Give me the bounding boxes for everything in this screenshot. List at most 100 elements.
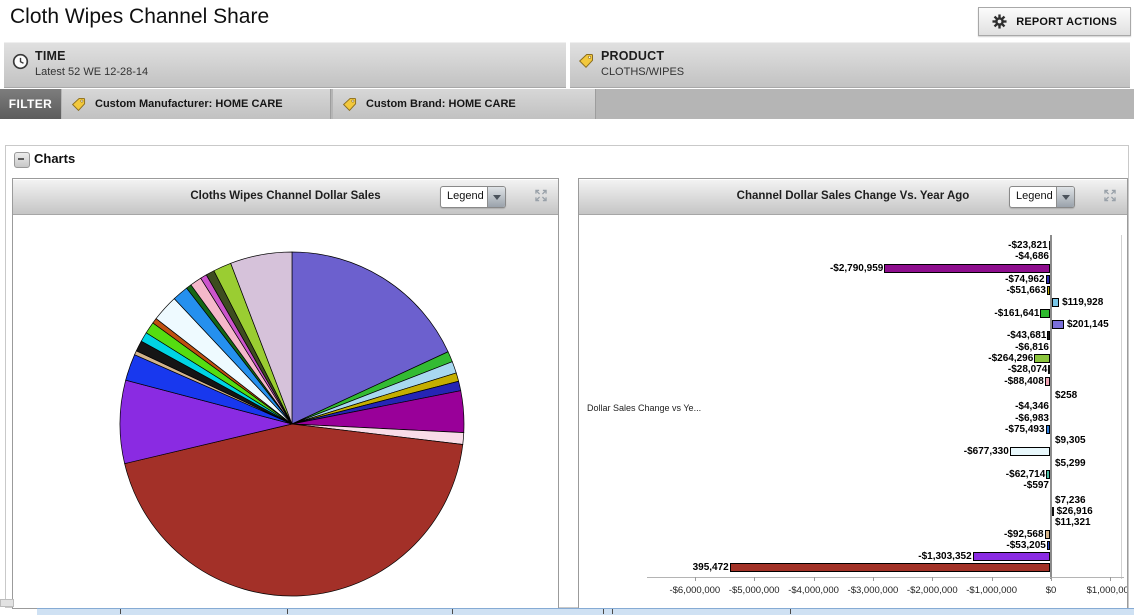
bar[interactable] (1034, 354, 1050, 363)
bar-value-label: -$6,983 (1015, 412, 1049, 424)
bar[interactable] (1040, 308, 1050, 318)
bar[interactable] (1044, 376, 1050, 386)
bar[interactable] (1052, 320, 1064, 330)
bar[interactable] (1046, 470, 1050, 479)
bar-value-label: -$62,714 (1005, 469, 1046, 480)
pie-panel-header: Cloths Wipes Channel Dollar Sales Legend (13, 179, 558, 215)
bar-value-label: -$597 (1023, 480, 1049, 492)
collapse-section-button[interactable] (14, 152, 30, 168)
bar[interactable] (1009, 447, 1050, 457)
bar-value-label: -$74,962 (1005, 273, 1045, 285)
expand-icon[interactable] (1101, 188, 1119, 203)
bar-value-label: -$53,205 (1006, 539, 1046, 551)
bar[interactable] (972, 552, 1050, 562)
x-tick-label: -$6,000,000 (669, 585, 721, 596)
pie-slice[interactable] (291, 251, 449, 425)
product-selection-panel[interactable]: PRODUCT CLOTHS/WIPES (570, 42, 1130, 87)
x-tick-label: -$5,000,000 (728, 585, 780, 596)
dropdown-arrow-button[interactable] (1056, 187, 1074, 207)
bar-value-label: 395,472 (692, 562, 729, 574)
bar[interactable] (1048, 365, 1050, 375)
bar[interactable] (1044, 529, 1050, 539)
bar[interactable] (1047, 331, 1050, 341)
bar-value-label: -$2,790,959 (829, 262, 884, 274)
column-border-mark (120, 609, 121, 614)
report-actions-label: REPORT ACTIONS (1016, 15, 1117, 28)
bar-panel-header: Channel Dollar Sales Change Vs. Year Ago… (579, 179, 1127, 215)
dropdown-arrow-button[interactable] (487, 187, 505, 207)
bar[interactable] (1052, 297, 1060, 307)
bar[interactable] (1045, 424, 1050, 434)
filter-bar: FILTER Custom Manufacturer: HOME CARE Cu… (0, 89, 1134, 119)
pie-slice[interactable] (124, 423, 464, 597)
tag-icon (71, 97, 86, 111)
filter-chip-label: Custom Brand: HOME CARE (366, 98, 516, 110)
bar-chart-body: Dollar Sales Change vs Ye... -$6,000,000… (579, 215, 1127, 608)
bar-value-label: $119,928 (1062, 296, 1104, 308)
filter-chip-custom-manufacturer[interactable]: Custom Manufacturer: HOME CARE (62, 89, 331, 119)
pie-chart-panel: Cloths Wipes Channel Dollar Sales Legend (12, 178, 559, 609)
bar-value-label: $11,321 (1055, 517, 1091, 529)
bar[interactable] (1046, 286, 1050, 296)
chevron-down-icon (492, 194, 501, 200)
zero-axis-line (1050, 235, 1052, 579)
filter-bar-label: FILTER (0, 89, 61, 119)
x-axis-line (647, 577, 1124, 578)
bar-value-label: $5,299 (1055, 457, 1086, 469)
legend-dropdown[interactable]: Legend (440, 186, 506, 208)
bar-chart-title: Channel Dollar Sales Change Vs. Year Ago (736, 190, 970, 202)
bar-value-label: -$23,821 (1008, 240, 1048, 251)
pie-chart-title: Cloths Wipes Channel Dollar Sales (190, 190, 381, 202)
bar-value-label: -$92,568 (1004, 528, 1044, 540)
time-value: Latest 52 WE 12-28-14 (35, 66, 149, 78)
page-title: Cloth Wipes Channel Share (10, 5, 270, 28)
bar-value-label: $201,145 (1066, 319, 1109, 331)
x-tick-label: $0 (1045, 585, 1057, 596)
bar-value-label: -$1,303,352 (918, 551, 972, 563)
bar-value-label: $258 (1055, 389, 1078, 401)
bar[interactable] (1048, 241, 1050, 250)
bar[interactable] (884, 263, 1050, 273)
column-border-mark (287, 609, 288, 614)
x-tick-label: -$1,000,000 (966, 585, 1017, 596)
legend-dropdown-value: Legend (447, 190, 484, 202)
bar-value-label: -$28,074 (1007, 364, 1048, 376)
x-tick-label: -$2,000,000 (906, 585, 958, 596)
bar-chart-y-axis-label: Dollar Sales Change vs Ye... (587, 403, 702, 413)
bar-value-label: -$677,330 (963, 446, 1009, 458)
column-border-mark (603, 609, 604, 614)
bar-value-label: $26,916 (1056, 505, 1093, 517)
x-axis-tick (872, 577, 874, 581)
bar-value-label: -$51,663 (1006, 285, 1046, 297)
column-border-mark (452, 609, 453, 614)
x-axis-tick (991, 577, 993, 581)
legend-dropdown-value: Legend (1016, 190, 1053, 202)
pie-chart-body (13, 215, 558, 608)
bar[interactable] (1052, 506, 1054, 516)
bar[interactable] (729, 563, 1050, 573)
filter-chip-label: Custom Manufacturer: HOME CARE (95, 98, 283, 110)
x-axis-tick (932, 577, 934, 581)
x-tick-label: $1,000,000 (1086, 585, 1127, 596)
chevron-down-icon (1061, 194, 1070, 200)
bar-value-label: -$161,641 (994, 307, 1040, 319)
x-axis-tick (754, 577, 756, 581)
bottom-table-edge-strip (37, 608, 1134, 615)
legend-dropdown[interactable]: Legend (1009, 186, 1075, 208)
bar[interactable] (1045, 274, 1050, 284)
expand-icon[interactable] (532, 188, 550, 203)
bar-value-label: -$264,296 (988, 353, 1034, 364)
time-selection-panel[interactable]: TIME Latest 52 WE 12-28-14 (4, 42, 566, 87)
bar-value-label: -$4,346 (1015, 401, 1049, 413)
bar-value-label: -$88,408 (1004, 375, 1044, 387)
bar[interactable] (1046, 540, 1050, 550)
product-label: PRODUCT (601, 49, 665, 63)
report-actions-button[interactable]: REPORT ACTIONS (978, 7, 1131, 36)
bar-value-label: $9,305 (1055, 435, 1086, 447)
pie-slice[interactable] (230, 251, 293, 425)
gear-icon (992, 14, 1007, 29)
bar-value-label: $7,236 (1055, 494, 1086, 506)
column-border-mark (612, 609, 613, 614)
filter-chip-custom-brand[interactable]: Custom Brand: HOME CARE (333, 89, 596, 119)
tag-icon (578, 54, 593, 69)
